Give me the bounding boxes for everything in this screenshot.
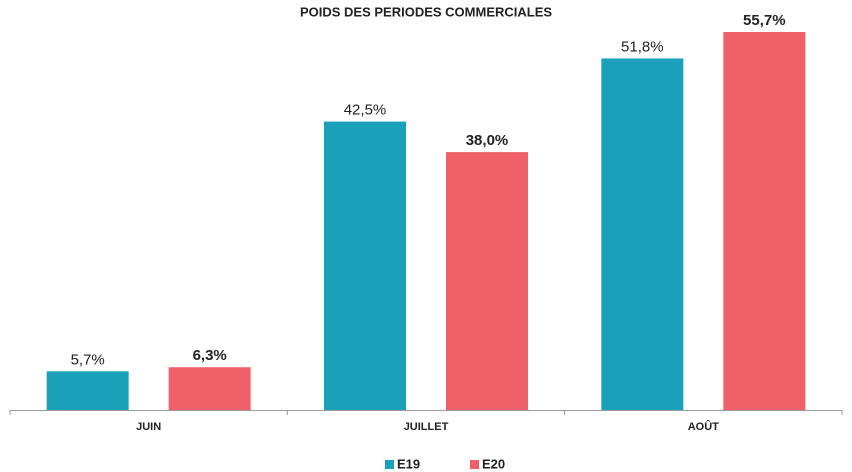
value-label: 51,8% xyxy=(621,38,664,55)
legend-label: E20 xyxy=(482,456,505,471)
bar xyxy=(168,367,251,410)
value-label: 5,7% xyxy=(71,351,105,368)
value-label: 38,0% xyxy=(466,132,509,149)
x-tick-label: JUIN xyxy=(136,421,161,433)
value-label: 55,7% xyxy=(743,12,786,29)
value-label: 42,5% xyxy=(344,102,387,119)
chart-title: POIDS DES PERIODES COMMERCIALES xyxy=(300,4,552,19)
legend-swatch xyxy=(470,460,479,469)
bar xyxy=(324,121,406,410)
bar xyxy=(446,152,528,411)
x-tick-label: JUILLET xyxy=(404,421,449,433)
legend-label: E19 xyxy=(397,456,420,471)
bar xyxy=(46,371,129,410)
bar xyxy=(601,58,684,410)
legend-swatch xyxy=(385,460,394,469)
x-tick-label: AOÛT xyxy=(688,420,719,433)
bar xyxy=(723,32,806,410)
value-label: 6,3% xyxy=(193,347,227,364)
